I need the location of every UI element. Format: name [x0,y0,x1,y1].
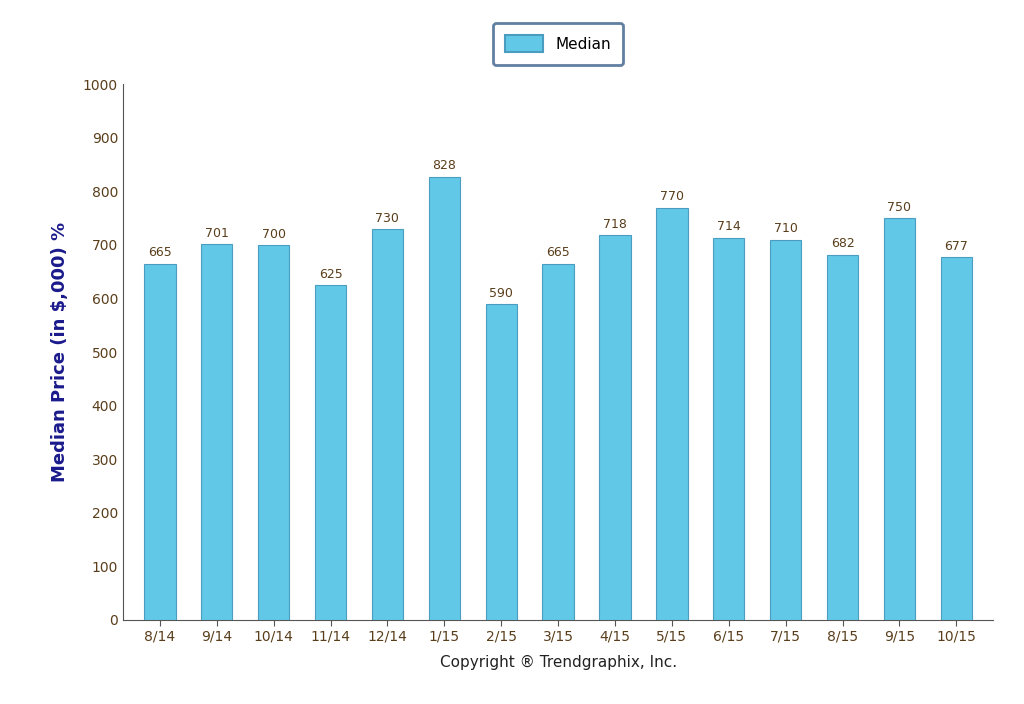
Text: 750: 750 [888,201,911,214]
Bar [429,177,460,620]
Text: 730: 730 [376,212,399,225]
Text: 700: 700 [262,227,286,241]
Text: 665: 665 [148,246,172,260]
X-axis label: Copyright ® Trendgraphix, Inc.: Copyright ® Trendgraphix, Inc. [439,655,677,670]
Bar [258,245,290,620]
Bar [827,255,858,620]
Legend: Median: Median [493,23,624,65]
Bar [315,285,346,620]
Text: 701: 701 [205,227,228,240]
Bar [770,239,801,620]
Bar [372,229,403,620]
Bar [599,235,631,620]
Bar [201,244,232,620]
Text: 828: 828 [432,159,457,172]
Text: 718: 718 [603,218,627,231]
Bar [941,257,972,620]
Text: 682: 682 [830,237,854,251]
Text: 770: 770 [659,190,684,203]
Bar [144,264,175,620]
Y-axis label: Median Price (in $,000) %: Median Price (in $,000) % [51,222,69,482]
Bar [543,264,573,620]
Text: 625: 625 [318,268,342,281]
Text: 714: 714 [717,220,740,233]
Bar [884,218,915,620]
Text: 590: 590 [489,287,513,300]
Text: 665: 665 [546,246,570,260]
Bar [656,208,687,620]
Bar [713,237,744,620]
Bar [485,304,517,620]
Text: 677: 677 [944,240,969,253]
Text: 710: 710 [774,222,798,235]
